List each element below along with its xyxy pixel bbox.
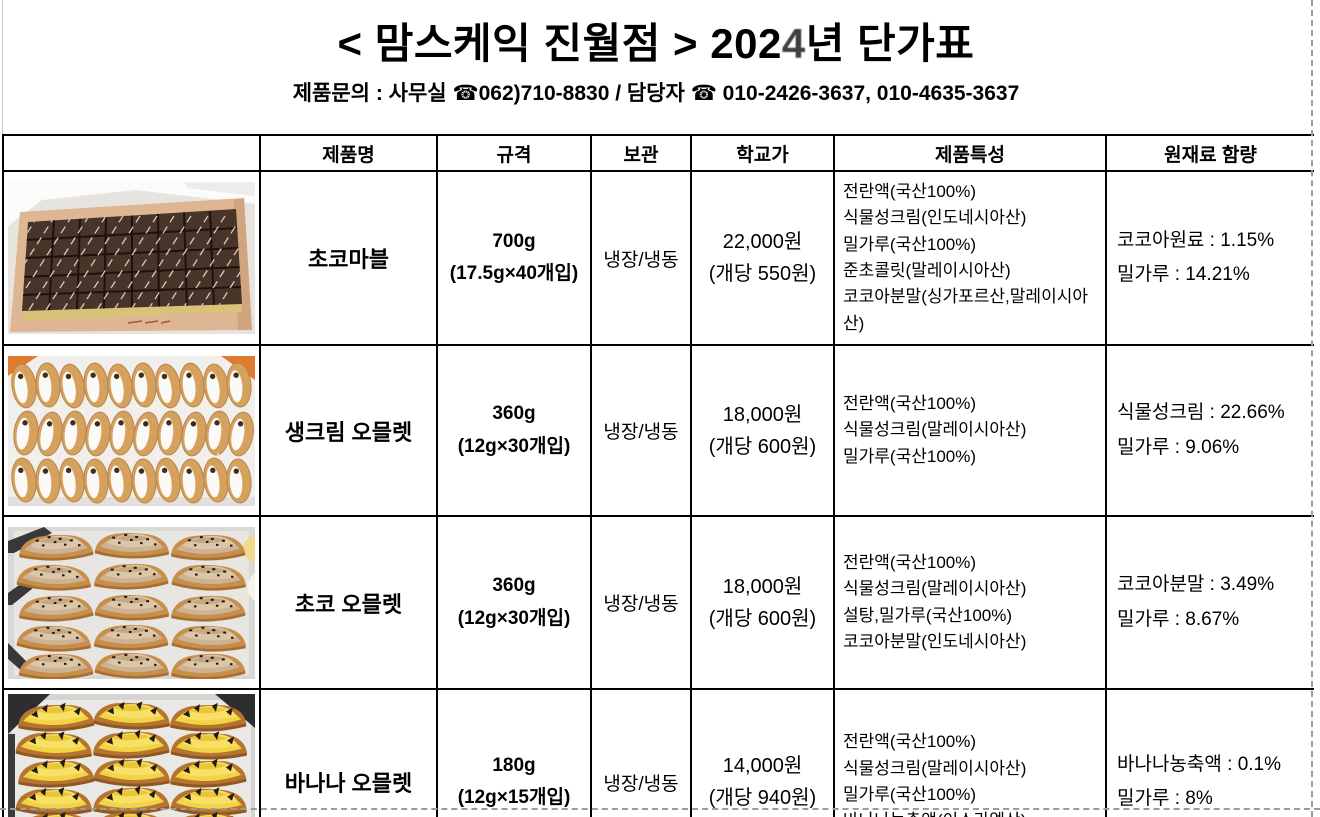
photo-cream-omelette (8, 355, 255, 506)
product-name: 생크림 오믈렛 (259, 344, 438, 517)
photo-cell (2, 344, 261, 517)
product-ingredients: 식물성크림 : 22.66% 밀가루 : 9.06% (1105, 344, 1314, 517)
product-price: 14,000원 (개당 940원) (690, 688, 835, 817)
product-ingredients: 바나나농축액 : 0.1% 밀가루 : 8% (1105, 688, 1314, 817)
product-price: 22,000원 (개당 550원) (690, 170, 835, 346)
product-price: 18,000원 (개당 600원) (690, 344, 835, 517)
product-spec: 700g (17.5g×40개입) (436, 170, 592, 346)
box-stamp-mark (127, 320, 171, 324)
header-storage: 보관 (590, 134, 692, 172)
photo-cell (2, 170, 261, 346)
page-break-vertical-line (1311, 0, 1313, 817)
title-prefix: < 맘스케익 진월점 > 202 (337, 20, 782, 67)
product-price: 18,000원 (개당 600원) (690, 515, 835, 690)
header-school-price: 학교가 (690, 134, 835, 172)
table-header-row: 제품명 규격 보관 학교가 제품특성 원재료 함량 (2, 134, 1314, 172)
product-name: 초코 오믈렛 (259, 515, 438, 690)
price-table: 제품명 규격 보관 학교가 제품특성 원재료 함량 (2, 134, 1314, 817)
photo-choco-omelette (8, 526, 255, 679)
product-features: 전란액(국산100%) 식물성크림(말레이시아산) 설탕,밀가루(국산100%)… (833, 515, 1107, 690)
title-year-digit: 4 (781, 20, 806, 67)
product-storage: 냉장/냉동 (590, 344, 692, 517)
header-photo (2, 134, 261, 172)
contact-line: 제품문의 : 사무실 ☎062)710-8830 / 담당자 ☎ 010-242… (292, 82, 1020, 105)
page-title: < 맘스케익 진월점 > 2024년 단가표 (0, 10, 1312, 71)
product-row-choco-omelette: 초코 오믈렛 360g (12g×30개입) 냉장/냉동 18,000원 (개당… (2, 515, 1314, 690)
photo-banana-omelette (8, 694, 255, 817)
header-product-name: 제품명 (259, 134, 438, 172)
photo-cell (2, 688, 261, 817)
product-features: 전란액(국산100%) 식물성크림(말레이시아산) 밀가루(국산100%) 바나… (833, 688, 1107, 817)
product-name: 바나나 오믈렛 (259, 688, 438, 817)
product-name: 초코마블 (259, 170, 438, 346)
product-row-banana-omelette: 바나나 오믈렛 180g (12g×15개입) 냉장/냉동 14,000원 (개… (2, 688, 1314, 817)
product-features: 전란액(국산100%) 식물성크림(말레이시아산) 밀가루(국산100%) (833, 344, 1107, 517)
product-row-cream-omelette: 생크림 오믈렛 360g (12g×30개입) 냉장/냉동 18,000원 (개… (2, 344, 1314, 517)
title-suffix: 년 단가표 (805, 20, 975, 67)
header-features: 제품특성 (833, 134, 1107, 172)
product-spec: 180g (12g×15개입) (436, 688, 592, 817)
product-ingredients: 코코아분말 : 3.49% 밀가루 : 8.67% (1105, 515, 1314, 690)
product-storage: 냉장/냉동 (590, 170, 692, 346)
product-storage: 냉장/냉동 (590, 688, 692, 817)
header-spec: 규격 (436, 134, 592, 172)
product-features: 전란액(국산100%) 식물성크림(인도네시아산) 밀가루(국산100%) 준초… (833, 170, 1107, 346)
product-row-choco-marble: 초코마블 700g (17.5g×40개입) 냉장/냉동 22,000원 (개당… (2, 170, 1314, 346)
header-ingredient-ratio: 원재료 함량 (1105, 134, 1314, 172)
product-spec: 360g (12g×30개입) (436, 515, 592, 690)
photo-choco-marble (8, 182, 255, 334)
photo-cell (2, 515, 261, 690)
product-spec: 360g (12g×30개입) (436, 344, 592, 517)
product-ingredients: 코코아원료 : 1.15% 밀가루 : 14.21% (1105, 170, 1314, 346)
product-storage: 냉장/냉동 (590, 515, 692, 690)
page-break-horizontal-line (0, 808, 1320, 810)
